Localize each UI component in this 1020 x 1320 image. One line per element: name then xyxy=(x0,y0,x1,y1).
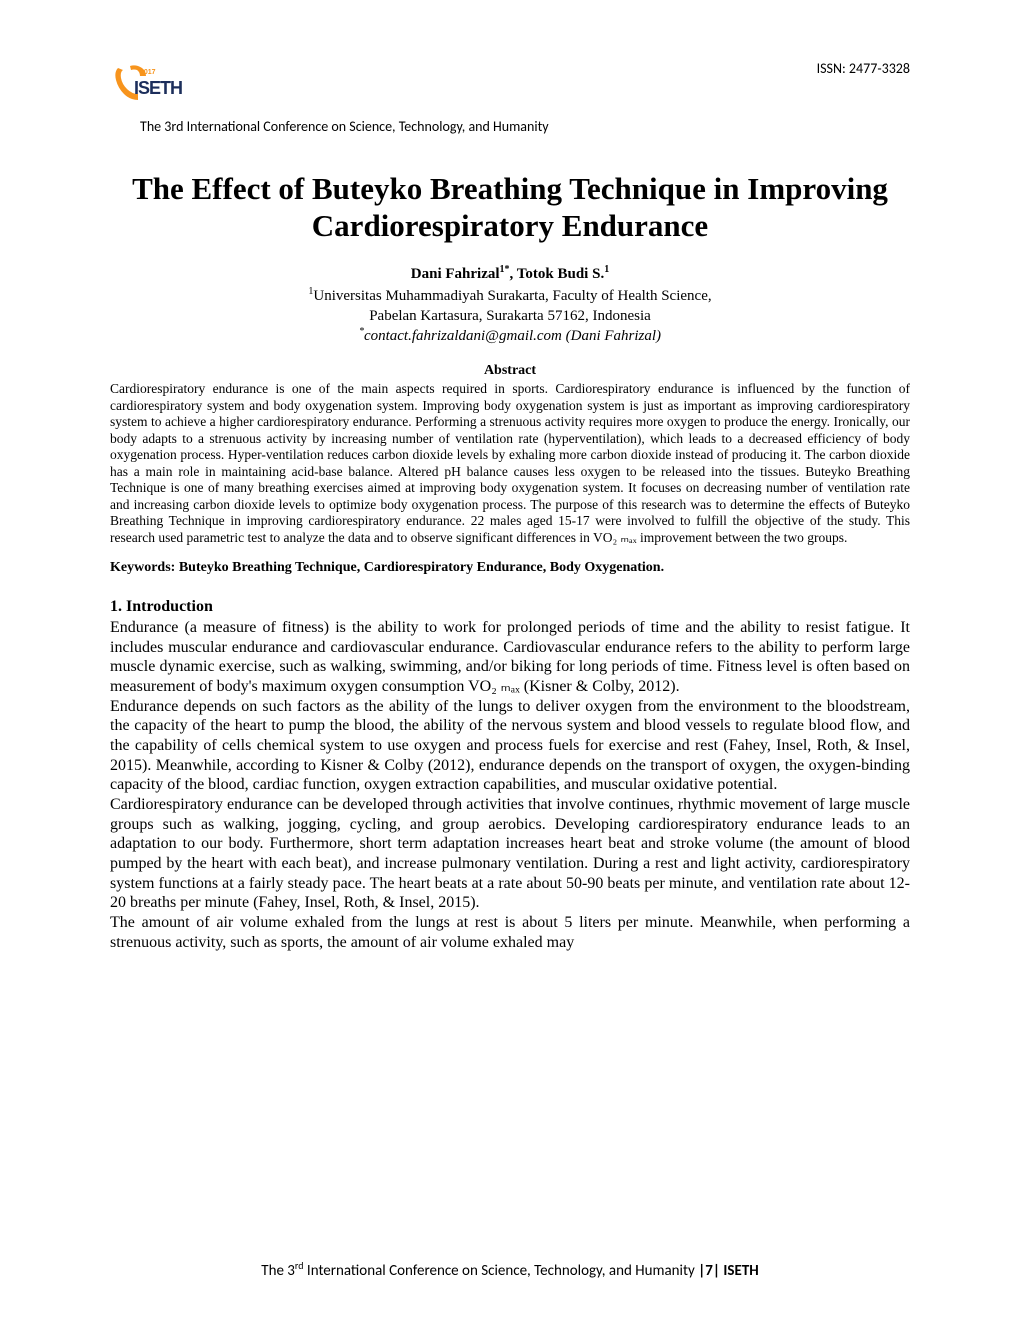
abstract-heading: Abstract xyxy=(110,363,910,379)
affiliation-line-1: Universitas Muhammadiyah Surakarta, Facu… xyxy=(313,288,711,304)
header-row: 2017 ISETH ISSN: 2477-3328 xyxy=(110,60,910,110)
author-1: Dani Fahrizal xyxy=(411,266,500,282)
footer-post: ISETH xyxy=(720,1262,759,1280)
affiliation: 1Universitas Muhammadiyah Surakarta, Fac… xyxy=(110,285,910,326)
footer-sup: rd xyxy=(295,1259,304,1272)
affiliation-line-2: Pabelan Kartasura, Surakarta 57162, Indo… xyxy=(369,308,651,324)
footer-page: |7| xyxy=(698,1262,720,1280)
conference-line: The 3rd International Conference on Scie… xyxy=(140,118,910,135)
svg-text:ISETH: ISETH xyxy=(134,78,182,98)
keywords-line: Keywords: Buteyko Breathing Technique, C… xyxy=(110,560,910,576)
email-text: contact.fahrizaldani@gmail.com (Dani Fah… xyxy=(364,328,661,344)
author-1-sup: 1* xyxy=(500,264,510,275)
section-1-heading: 1. Introduction xyxy=(110,598,910,616)
introduction-body: Endurance (a measure of fitness) is the … xyxy=(110,618,910,952)
intro-para-4: The amount of air volume exhaled from th… xyxy=(110,913,910,952)
intro-para-3: Cardiorespiratory endurance can be devel… xyxy=(110,795,910,913)
intro-para-2: Endurance depends on such factors as the… xyxy=(110,697,910,795)
author-2-sup: 1 xyxy=(604,264,609,275)
page-footer: The 3rd International Conference on Scie… xyxy=(0,1259,1020,1280)
author-2: Totok Budi S. xyxy=(517,266,604,282)
intro-para-1: Endurance (a measure of fitness) is the … xyxy=(110,618,910,697)
issn-label: ISSN: 2477-3328 xyxy=(817,60,910,77)
abstract-body: Cardiorespiratory endurance is one of th… xyxy=(110,381,910,546)
iseth-logo: 2017 ISETH xyxy=(110,60,200,110)
svg-text:2017: 2017 xyxy=(140,69,156,76)
footer-pre: The 3 xyxy=(261,1262,295,1280)
author-sep: , xyxy=(510,266,517,282)
footer-mid: International Conference on Science, Tec… xyxy=(304,1262,699,1280)
paper-title: The Effect of Buteyko Breathing Techniqu… xyxy=(110,170,910,244)
corresponding-email: *contact.fahrizaldani@gmail.com (Dani Fa… xyxy=(110,326,910,345)
authors-line: Dani Fahrizal1*, Totok Budi S.1 xyxy=(110,264,910,283)
